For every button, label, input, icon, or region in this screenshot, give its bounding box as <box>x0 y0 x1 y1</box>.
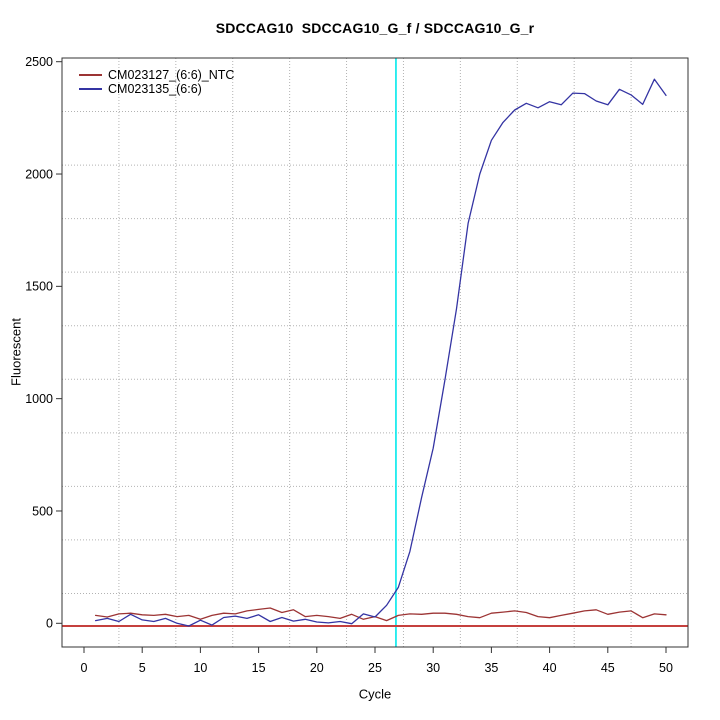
x-axis-title: Cycle <box>358 686 392 702</box>
x-axis-tick-label: 15 <box>252 661 266 675</box>
legend-label-ntc: CM023127_(6:6)_NTC <box>108 68 235 82</box>
plot-title: SDCCAG10 SDCCAG10_G_f / SDCCAG10_G_r <box>215 20 535 36</box>
x-axis-tick-label: 20 <box>310 661 324 675</box>
x-axis-tick-label: 40 <box>543 661 557 675</box>
series-line-sample <box>94 78 667 627</box>
y-axis-tick-label: 0 <box>46 617 53 631</box>
y-axis-tick-label: 2000 <box>25 167 53 181</box>
ntc-line-swatch-icon <box>79 74 102 76</box>
x-axis-tick-label: 35 <box>484 661 498 675</box>
x-axis-tick-label: 25 <box>368 661 382 675</box>
x-axis-tick-label: 50 <box>659 661 673 675</box>
legend-item-ntc: CM023127_(6:6)_NTC <box>79 68 234 82</box>
legend-label-sample: CM023135_(6:6) <box>108 82 202 96</box>
y-axis-tick-label: 2500 <box>25 55 53 69</box>
x-axis-tick-label: 45 <box>601 661 615 675</box>
series-line-ntc <box>94 607 667 622</box>
legend: CM023127_(6:6)_NTC CM023135_(6:6) <box>79 68 234 96</box>
y-axis-tick-label: 1500 <box>25 280 53 294</box>
y-axis-tick-label: 500 <box>32 504 53 518</box>
x-axis-tick-label: 30 <box>426 661 440 675</box>
x-axis-tick-label: 10 <box>193 661 207 675</box>
sample-line-swatch-icon <box>79 88 102 90</box>
y-axis-title: Fluorescent <box>8 318 24 386</box>
plot-border <box>61 57 689 648</box>
y-axis-tick-label: 1000 <box>25 392 53 406</box>
x-axis-tick-label: 5 <box>139 661 146 675</box>
legend-item-sample: CM023135_(6:6) <box>79 82 234 96</box>
x-axis-tick-label: 0 <box>81 661 88 675</box>
